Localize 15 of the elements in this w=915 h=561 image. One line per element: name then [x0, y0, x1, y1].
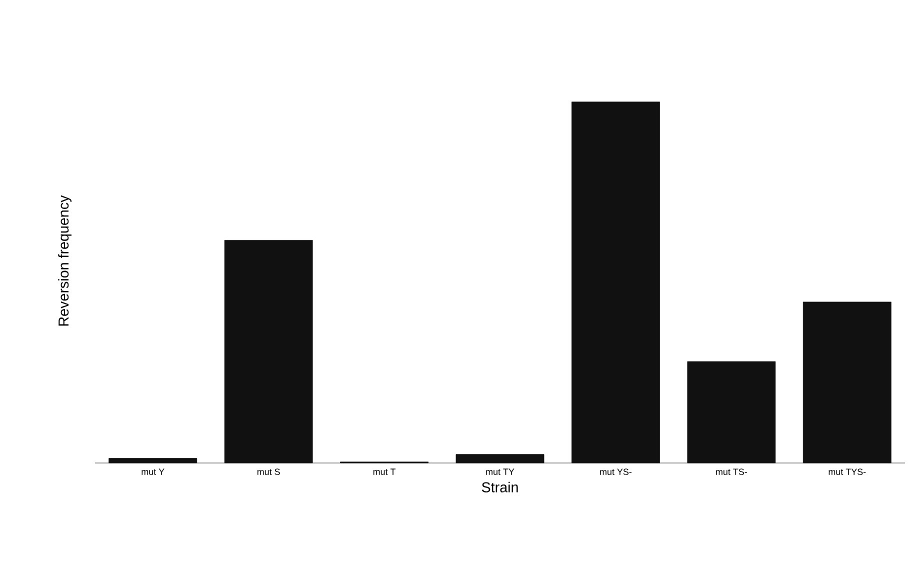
x-tick-label: mut S	[257, 468, 280, 475]
x-tick-label: mut Y	[142, 468, 164, 475]
y-axis-title: Reversion frequency	[58, 195, 72, 326]
bar	[572, 102, 660, 464]
bar	[224, 240, 313, 464]
bar	[687, 361, 776, 464]
x-tick-label: mut T	[373, 468, 396, 475]
x-tick-label: mut TYS-	[828, 468, 866, 475]
bar	[802, 302, 892, 464]
x-tick-label: mut TY	[486, 468, 514, 475]
x-tick-label: mut TS-	[716, 468, 747, 475]
x-tick-label: mut YS-	[600, 468, 632, 475]
bar	[456, 454, 544, 464]
bar	[108, 458, 198, 464]
x-axis-title: Strain	[482, 482, 518, 492]
